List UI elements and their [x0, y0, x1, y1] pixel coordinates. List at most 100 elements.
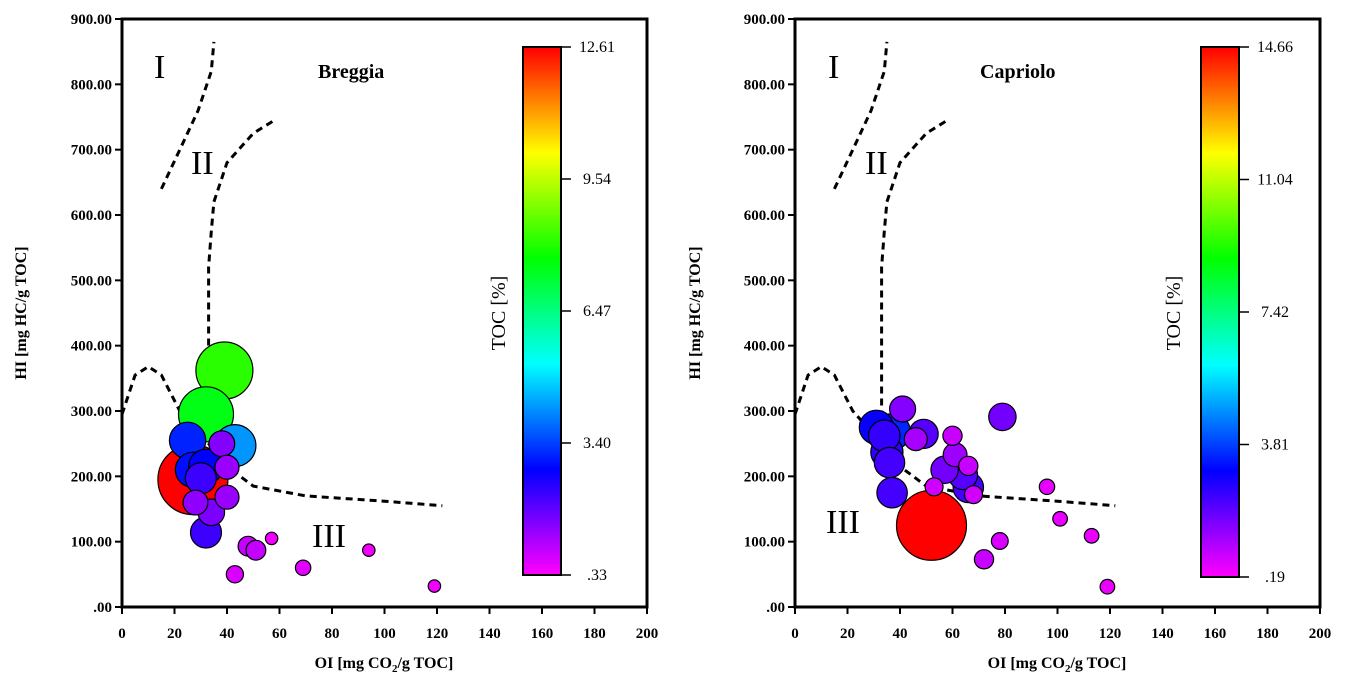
y-axis-title: HI [mg HC/g TOC]: [687, 246, 704, 379]
data-point: [182, 489, 209, 516]
y-tick-label: 200.00: [71, 469, 112, 485]
colorbar-tick-label: 7.42: [1261, 304, 1289, 321]
x-axis-title-main: OI [mg CO: [988, 655, 1065, 672]
x-tick-label: 180: [583, 626, 606, 642]
y-tick-label: 600.00: [744, 208, 785, 224]
x-axis-title-tail: /g TOC]: [1069, 655, 1126, 672]
y-tick-label: 400.00: [744, 339, 785, 355]
y-axis-title: HI [mg HC/g TOC]: [13, 246, 30, 379]
x-tick-label: 40: [893, 626, 908, 642]
data-point: [958, 455, 979, 477]
panel-breggia: I II III Breggia 0 20 40 60 80 100 120 140 160 18…: [13, 12, 658, 675]
y-tick-label: .00: [766, 600, 785, 616]
data-point: [1099, 578, 1116, 595]
y-tick-label: 800.00: [71, 77, 112, 93]
colorbar: 12.61 9.54 6.47 3.40 .33: [522, 39, 615, 584]
chart-title: Capriolo: [980, 61, 1056, 83]
x-tick-label: 160: [1204, 626, 1227, 642]
x-tick-label: 20: [840, 626, 855, 642]
colorbar-tick-label: .19: [1265, 569, 1285, 586]
data-point: [895, 489, 968, 561]
y-tick-label: 200.00: [744, 469, 785, 485]
x-axis-title: OI [mg CO2/g TOC]: [988, 655, 1127, 675]
y-tick-label: 900.00: [71, 12, 112, 28]
data-point: [903, 427, 928, 452]
data-point: [988, 402, 1017, 432]
data-point: [427, 579, 442, 593]
x-tick-label: 200: [636, 626, 659, 642]
data-point: [973, 549, 995, 570]
data-point: [873, 446, 906, 479]
y-axis-ticks: .00 100.00 200.00 300.00 400.00 500.00 600.00 7…: [71, 12, 122, 616]
y-axis-ticks: .00 100.00 200.00 300.00 400.00 500.00 600.00 7…: [744, 12, 795, 616]
y-tick-label: 300.00: [71, 404, 112, 420]
x-tick-label: 200: [1309, 626, 1332, 642]
region-boundary-1: [833, 41, 889, 190]
y-tick-label: 500.00: [744, 273, 785, 289]
x-tick-label: 80: [325, 626, 340, 642]
y-tick-label: 100.00: [744, 535, 785, 551]
region-boundaries: [120, 41, 443, 508]
data-point: [361, 543, 376, 557]
y-tick-label: 700.00: [744, 143, 785, 159]
y-tick-label: 400.00: [71, 339, 112, 355]
data-point: [1052, 510, 1068, 527]
data-point: [208, 430, 236, 458]
region-boundary-2: [880, 119, 949, 418]
x-tick-label: 160: [531, 626, 554, 642]
colorbar-title: TOC [%]: [1163, 276, 1185, 351]
colorbar-tick-label: 3.81: [1261, 437, 1289, 454]
data-point: [1083, 527, 1100, 544]
x-axis-ticks: 0 20 40 60 80 100 120 140 160 180 200: [791, 607, 1331, 642]
region-label-II: II: [865, 145, 888, 182]
y-tick-label: 300.00: [744, 404, 785, 420]
x-tick-label: 20: [167, 626, 182, 642]
region-boundary-2: [207, 119, 276, 418]
colorbar-tick-label: 3.40: [583, 435, 611, 452]
y-tick-label: 100.00: [71, 535, 112, 551]
data-point: [963, 485, 984, 505]
x-axis-title-sub: 2: [1065, 663, 1071, 675]
chart-title: Breggia: [318, 61, 384, 83]
colorbar-gradient: [1200, 46, 1240, 578]
x-tick-label: 80: [998, 626, 1013, 642]
x-tick-label: 0: [118, 626, 126, 642]
region-boundary-3: [793, 364, 1116, 508]
region-boundaries: [793, 41, 1116, 508]
data-point: [1038, 478, 1056, 496]
colorbar: 14.66 11.04 7.42 3.81 .19: [1200, 39, 1293, 586]
data-point: [876, 476, 908, 509]
y-tick-label: 700.00: [71, 143, 112, 159]
data-point: [942, 425, 963, 446]
region-label-I: I: [154, 49, 165, 86]
data-point: [264, 531, 279, 546]
colorbar-tick-label: 14.66: [1257, 39, 1293, 56]
x-tick-label: 120: [1099, 626, 1122, 642]
data-point: [245, 539, 267, 561]
data-points: [858, 395, 1116, 595]
x-tick-label: 100: [373, 626, 396, 642]
x-tick-label: 140: [478, 626, 501, 642]
colorbar-tick-label: .33: [587, 567, 607, 584]
y-tick-label: 600.00: [71, 208, 112, 224]
x-axis-title-main: OI [mg CO: [315, 655, 392, 672]
panel-capriolo: I III II Capriolo 0 20 40 60 80 100 120 140 160 1…: [687, 12, 1331, 675]
y-tick-label: 800.00: [744, 77, 785, 93]
x-tick-label: 0: [791, 626, 799, 642]
x-axis-title: OI [mg CO2/g TOC]: [315, 655, 454, 675]
region-boundary-1: [160, 41, 216, 190]
x-tick-label: 60: [272, 626, 287, 642]
data-point: [867, 419, 901, 453]
x-axis-ticks: 0 20 40 60 80 100 120 140 160 180 200: [118, 607, 658, 642]
x-tick-label: 40: [220, 626, 235, 642]
data-point: [990, 531, 1009, 550]
region-label-III: III: [826, 504, 860, 541]
x-tick-label: 120: [426, 626, 449, 642]
x-axis-title-sub: 2: [392, 663, 398, 675]
x-axis-title-tail: /g TOC]: [396, 655, 453, 672]
x-tick-label: 100: [1046, 626, 1069, 642]
colorbar-tick-label: 9.54: [583, 171, 611, 188]
x-tick-label: 60: [945, 626, 960, 642]
region-label-I: I: [828, 49, 839, 86]
